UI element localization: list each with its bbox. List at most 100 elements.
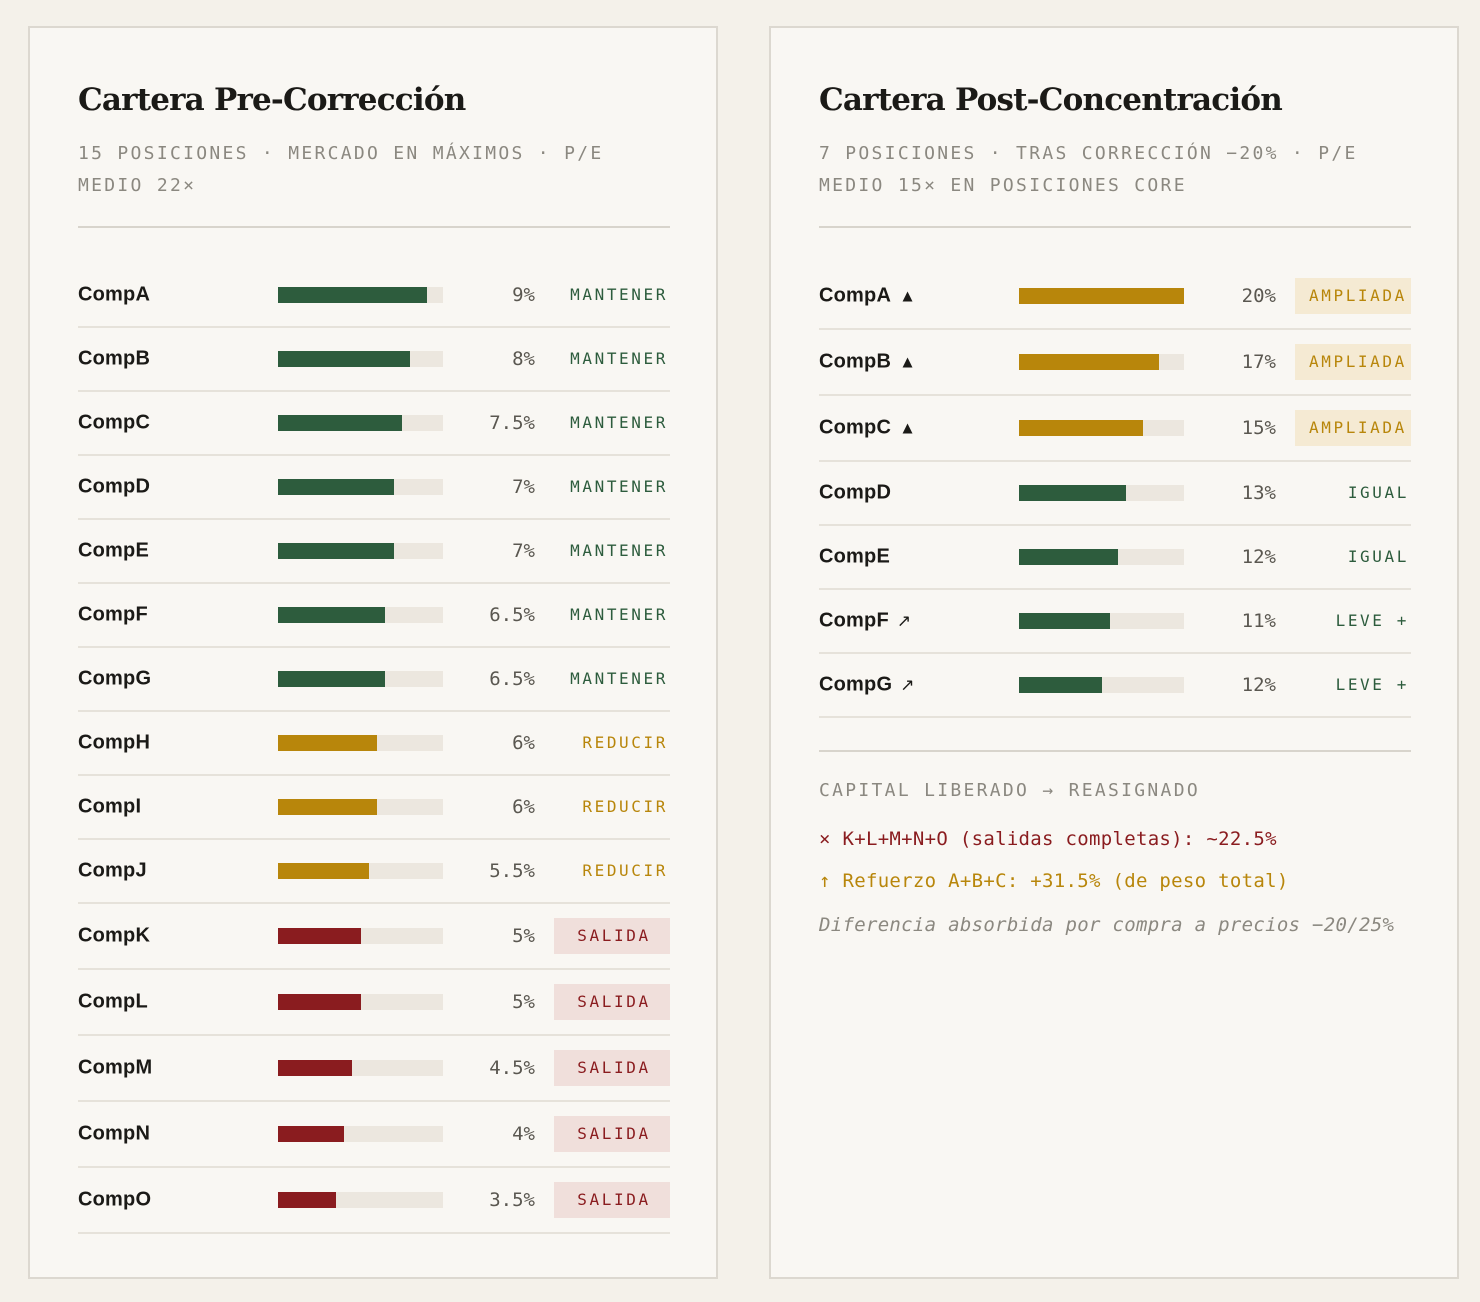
position-name-text: CompO [78,1188,152,1211]
position-name-text: CompG [819,673,893,696]
weight-bar-fill [1019,549,1118,565]
weight-percent: 6.5% [489,604,535,626]
position-name-text: CompD [819,481,892,504]
weight-bar [278,287,443,303]
action-badge: SALIDA [554,984,670,1020]
weight-bar [278,928,443,944]
action-badge: MANTENER [570,349,668,368]
position-name-text: CompE [78,539,149,562]
weight-bar-fill [278,994,361,1010]
post-concentration-panel: Cartera Post-Concentración 7 POSICIONES … [769,26,1459,1279]
position-row-compf: CompF ↗ 11% LEVE + [819,590,1411,654]
weight-percent: 4.5% [489,1057,535,1079]
capital-reallocation-label: CAPITAL LIBERADO → REASIGNADO [819,780,1200,801]
action-badge: SALIDA [554,1050,670,1086]
weight-percent: 13% [1241,482,1276,504]
position-name: CompF ↗ [819,610,911,633]
position-name: CompD [819,482,891,505]
weight-bar-fill [278,415,402,431]
triangle-up-icon: ▲ [899,418,917,438]
position-row-compl: CompL 5% SALIDA [78,970,670,1036]
position-name-text: CompA [819,284,892,307]
panel-subtitle: 7 POSICIONES · TRAS CORRECCIÓN −20% · P/… [819,143,1358,196]
action-badge: AMPLIADA [1295,410,1411,446]
triangle-up-icon: ▲ [899,352,917,372]
weight-bar [1019,288,1184,304]
position-row-compk: CompK 5% SALIDA [78,904,670,970]
weight-bar [278,607,443,623]
weight-percent: 6.5% [489,668,535,690]
weight-bar [278,543,443,559]
position-name-text: CompL [78,990,148,1013]
weight-percent: 9% [512,284,535,306]
position-row-compg: CompG ↗ 12% LEVE + [819,654,1411,718]
weight-percent: 4% [512,1123,535,1145]
weight-bar-fill [278,607,386,623]
weight-bar [278,1126,443,1142]
position-name-text: CompF [819,609,889,632]
weight-percent: 8% [512,348,535,370]
position-name: CompM [78,1057,152,1080]
weight-bar [1019,549,1184,565]
panel-title: Cartera Pre-Corrección [78,82,466,118]
position-row-compd: CompD 7% MANTENER [78,456,670,520]
pre-correction-panel: Cartera Pre-Corrección 15 POSICIONES · M… [28,26,718,1279]
position-row-compd: CompD 13% IGUAL [819,462,1411,526]
position-name-text: CompE [819,545,890,568]
weight-bar [278,863,443,879]
action-badge: AMPLIADA [1295,344,1411,380]
action-badge: REDUCIR [582,797,668,816]
action-badge: REDUCIR [582,861,668,880]
action-badge: MANTENER [570,541,668,560]
position-name-text: CompJ [78,859,147,882]
position-list: CompA 9% MANTENER CompB 8% MANTENER CompC 7.5% M… [78,264,670,1234]
exits-note: × K+L+M+N+O (salidas completas): ~22.5% [819,828,1277,850]
action-badge: SALIDA [554,918,670,954]
divider [819,226,1411,228]
action-badge: LEVE + [1335,611,1409,630]
position-name-text: CompK [78,924,151,947]
weight-bar-fill [1019,613,1110,629]
position-name: CompC ▲ [819,417,916,440]
action-badge: MANTENER [570,413,668,432]
position-name-text: CompA [78,283,151,306]
position-name: CompI [78,796,141,819]
weight-bar [1019,420,1184,436]
weight-bar-fill [1019,420,1143,436]
weight-bar-fill [278,479,394,495]
position-name-text: CompI [78,795,142,818]
weight-bar-fill [1019,288,1184,304]
weight-percent: 7% [512,476,535,498]
position-name: CompE [78,540,149,563]
weight-bar [278,415,443,431]
position-row-compm: CompM 4.5% SALIDA [78,1036,670,1102]
position-name-text: CompB [819,350,892,373]
arrow-up-right-icon: ↗ [896,611,912,631]
weight-bar-fill [278,1060,353,1076]
position-name: CompA ▲ [819,285,916,308]
position-row-compc: CompC 7.5% MANTENER [78,392,670,456]
weight-bar-fill [278,351,410,367]
weight-percent: 6% [512,732,535,754]
position-name: CompL [78,991,148,1014]
weight-percent: 12% [1241,674,1276,696]
weight-bar [278,1192,443,1208]
weight-percent: 7.5% [489,412,535,434]
panel-subtitle: 15 POSICIONES · MERCADO EN MÁXIMOS · P/E… [78,143,604,196]
position-name: CompJ [78,860,147,883]
action-badge: IGUAL [1347,547,1409,566]
weight-percent: 12% [1241,546,1276,568]
divider [78,226,670,228]
weight-bar [1019,613,1184,629]
position-row-compa: CompA 9% MANTENER [78,264,670,328]
weight-bar-fill [278,287,427,303]
divider [819,750,1411,752]
weight-bar-fill [278,543,394,559]
weight-bar [278,479,443,495]
position-row-compn: CompN 4% SALIDA [78,1102,670,1168]
panel-title: Cartera Post-Concentración [819,82,1283,118]
action-badge: MANTENER [570,669,668,688]
position-list: CompA ▲ 20% AMPLIADA CompB ▲ 17% AMPLIADA CompC ▲… [819,264,1411,718]
arrow-up-right-icon: ↗ [900,675,915,695]
position-name: CompF [78,604,148,627]
